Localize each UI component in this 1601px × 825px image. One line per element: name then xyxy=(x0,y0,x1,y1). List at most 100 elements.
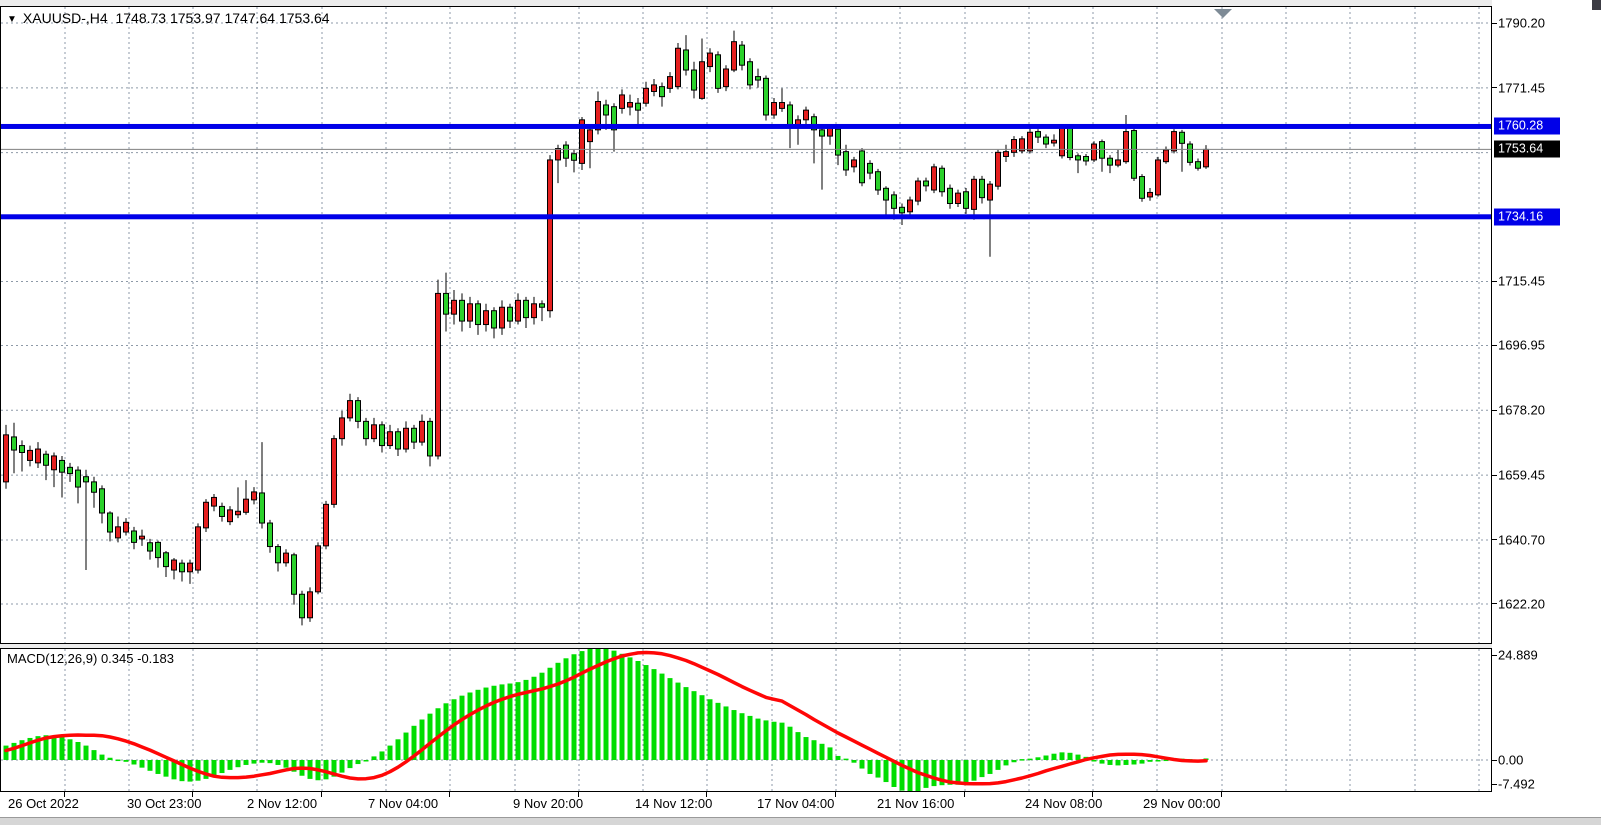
candle xyxy=(1187,143,1193,163)
macd-histogram-bar xyxy=(1011,760,1017,763)
macd-histogram-bar xyxy=(347,760,353,769)
candle xyxy=(131,530,137,543)
candle xyxy=(995,151,1001,187)
macd-histogram-bar xyxy=(1131,760,1137,765)
candle xyxy=(627,102,633,108)
macd-histogram-bar xyxy=(627,657,633,760)
macd-histogram-bar xyxy=(659,673,665,760)
candle xyxy=(755,76,761,81)
macd-histogram-bar xyxy=(435,708,441,760)
macd-histogram-bar xyxy=(131,760,137,765)
price-axis-tick xyxy=(1492,280,1497,282)
price-panel[interactable]: ▼ XAUUSD-,H4 1748.73 1753.97 1747.64 1753… xyxy=(0,6,1492,644)
time-axis-tick xyxy=(706,792,707,797)
price-axis-tick xyxy=(1492,22,1497,24)
candle xyxy=(539,303,545,308)
macd-histogram-bar xyxy=(683,687,689,760)
time-axis-tick xyxy=(449,792,450,797)
candle xyxy=(483,310,489,326)
macd-histogram-bar xyxy=(187,760,193,782)
candle xyxy=(987,183,993,201)
macd-histogram-bar xyxy=(235,760,241,768)
macd-histogram-bar xyxy=(339,760,345,773)
candle xyxy=(75,469,81,488)
candle xyxy=(723,68,729,88)
horizontal-line-object[interactable] xyxy=(1,214,1491,220)
candle xyxy=(27,449,33,461)
macd-histogram-bar xyxy=(643,665,649,760)
candle xyxy=(267,522,273,548)
candle xyxy=(1067,126,1073,159)
candle xyxy=(443,292,449,315)
macd-histogram-bar xyxy=(1155,760,1161,762)
macd-histogram-bar xyxy=(51,735,57,760)
candle xyxy=(1051,139,1057,144)
price-axis-tick xyxy=(1492,603,1497,605)
macd-histogram-bar xyxy=(667,678,673,760)
horizontal-line-object[interactable] xyxy=(1,123,1491,129)
time-axis[interactable]: 26 Oct 2022 30 Oct 23:00 2 Nov 12:00 7 Nov … xyxy=(0,792,1601,817)
candle xyxy=(19,445,25,453)
chart-shift-marker-icon[interactable] xyxy=(1214,9,1232,18)
time-axis-label: 21 Nov 16:00 xyxy=(877,796,955,811)
macd-histogram-bar xyxy=(491,685,497,760)
candle xyxy=(283,552,289,564)
hline-price-badge: 1734.16 xyxy=(1494,208,1560,226)
candle xyxy=(315,545,321,593)
candle xyxy=(147,542,153,552)
candle xyxy=(1147,191,1153,198)
macd-histogram-bar xyxy=(515,682,521,760)
macd-histogram-bar xyxy=(899,760,905,791)
macd-histogram-bar xyxy=(619,653,625,760)
macd-histogram-bar xyxy=(163,760,169,777)
macd-histogram-bar xyxy=(43,735,49,760)
macd-histogram-bar xyxy=(1107,760,1113,765)
candle xyxy=(1115,159,1121,166)
macd-histogram-bar xyxy=(827,747,833,760)
candle xyxy=(763,77,769,116)
macd-histogram-bar xyxy=(99,754,105,760)
macd-histogram-bar xyxy=(243,760,249,765)
candle xyxy=(683,49,689,71)
macd-histogram-bar xyxy=(459,695,465,760)
price-axis-label: 1659.45 xyxy=(1498,467,1545,483)
time-axis-label: 9 Nov 20:00 xyxy=(513,796,584,811)
macd-canvas[interactable] xyxy=(1,649,1491,791)
candle xyxy=(1011,139,1017,153)
macd-panel[interactable]: MACD(12,26,9) 0.345 -0.183 xyxy=(0,648,1492,792)
macd-histogram-bar xyxy=(819,743,825,760)
candle xyxy=(235,510,241,516)
macd-histogram-bar xyxy=(147,760,153,771)
macd-histogram-bar xyxy=(811,740,817,760)
candle xyxy=(739,44,745,66)
price-axis[interactable]: 1790.20 1771.45 1715.45 1696.95 1678.20 1659.… xyxy=(1492,0,1601,817)
macd-histogram-bar xyxy=(963,760,969,784)
macd-histogram-bar xyxy=(283,760,289,768)
symbol-expander-icon[interactable]: ▼ xyxy=(7,14,17,25)
candle xyxy=(275,546,281,564)
axis-corner-box xyxy=(1592,0,1601,10)
candle xyxy=(451,299,457,315)
price-chart-canvas[interactable] xyxy=(1,7,1491,643)
candle xyxy=(819,129,825,137)
macd-histogram-bar xyxy=(851,760,857,763)
candle xyxy=(59,459,65,473)
candle xyxy=(1027,131,1033,152)
macd-histogram-bar xyxy=(251,760,257,764)
candle xyxy=(547,159,553,312)
time-axis-label: 30 Oct 23:00 xyxy=(127,796,202,811)
price-axis-label: 1622.20 xyxy=(1498,596,1545,612)
macd-histogram-bar xyxy=(419,719,425,760)
macd-histogram-bar xyxy=(59,737,65,760)
title-open: 1748.73 xyxy=(115,10,167,26)
candle xyxy=(411,427,417,443)
macd-histogram-bar xyxy=(483,687,489,760)
candle xyxy=(715,54,721,89)
title-close: 1753.64 xyxy=(278,10,330,26)
candle xyxy=(1163,149,1169,163)
macd-signal-line xyxy=(4,650,1208,786)
macd-histogram-bar xyxy=(747,715,753,760)
candle xyxy=(363,420,369,440)
candle xyxy=(387,431,393,447)
macd-histogram-bar xyxy=(947,760,953,785)
